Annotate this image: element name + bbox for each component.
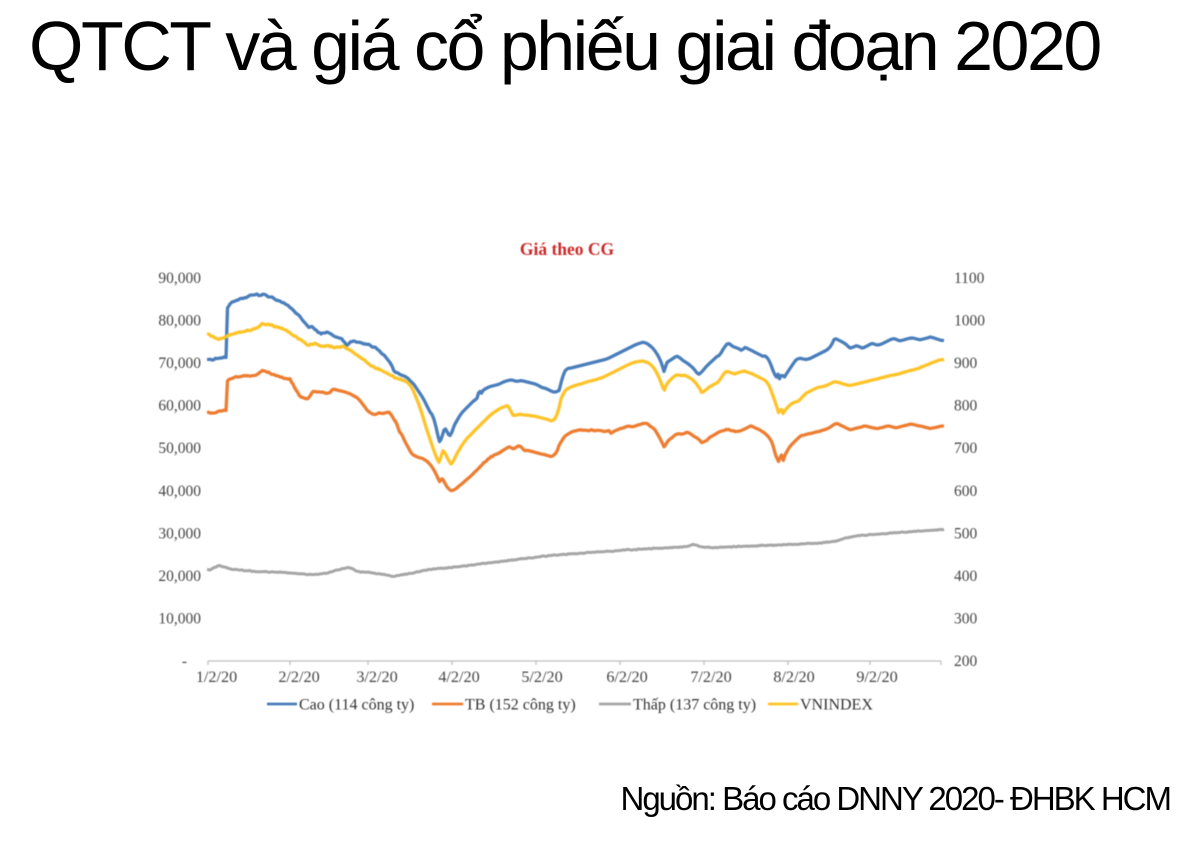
- svg-text:Giá theo CG: Giá theo CG: [520, 239, 615, 259]
- svg-text:900: 900: [954, 355, 978, 372]
- svg-text:80,000: 80,000: [158, 312, 201, 329]
- svg-text:700: 700: [954, 440, 978, 457]
- svg-text:9/2/20: 9/2/20: [856, 668, 897, 686]
- svg-text:30,000: 30,000: [158, 525, 201, 542]
- svg-text:20,000: 20,000: [158, 568, 201, 585]
- svg-text:600: 600: [954, 483, 978, 500]
- svg-text:1100: 1100: [954, 270, 985, 287]
- svg-text:5/2/20: 5/2/20: [521, 668, 562, 686]
- svg-text:TB (152 công ty): TB (152 công ty): [465, 697, 576, 714]
- svg-text:300: 300: [954, 611, 978, 628]
- svg-text:6/2/20: 6/2/20: [606, 668, 647, 686]
- svg-text:400: 400: [954, 568, 978, 585]
- svg-text:500: 500: [954, 525, 978, 542]
- svg-text:7/2/20: 7/2/20: [690, 668, 731, 686]
- svg-text:90,000: 90,000: [158, 270, 201, 287]
- svg-text:10,000: 10,000: [158, 611, 201, 628]
- svg-text:200: 200: [954, 653, 978, 670]
- svg-text:60,000: 60,000: [158, 398, 201, 415]
- svg-text:3/2/20: 3/2/20: [356, 668, 397, 686]
- svg-text:40,000: 40,000: [158, 483, 201, 500]
- svg-text:50,000: 50,000: [158, 440, 201, 457]
- svg-text:1/2/20: 1/2/20: [196, 668, 237, 686]
- svg-text:Cao (114 công ty): Cao (114 công ty): [299, 697, 414, 714]
- svg-text:1000: 1000: [954, 312, 985, 329]
- svg-text:4/2/20: 4/2/20: [438, 668, 479, 686]
- svg-text:2/2/20: 2/2/20: [278, 668, 319, 686]
- svg-text:70,000: 70,000: [158, 355, 201, 372]
- svg-text:VNINDEX: VNINDEX: [800, 697, 873, 714]
- svg-text:-: -: [182, 653, 187, 670]
- svg-text:8/2/20: 8/2/20: [773, 668, 814, 686]
- svg-text:800: 800: [954, 398, 978, 415]
- svg-text:Thấp (137 công ty): Thấp (137 công ty): [633, 697, 756, 714]
